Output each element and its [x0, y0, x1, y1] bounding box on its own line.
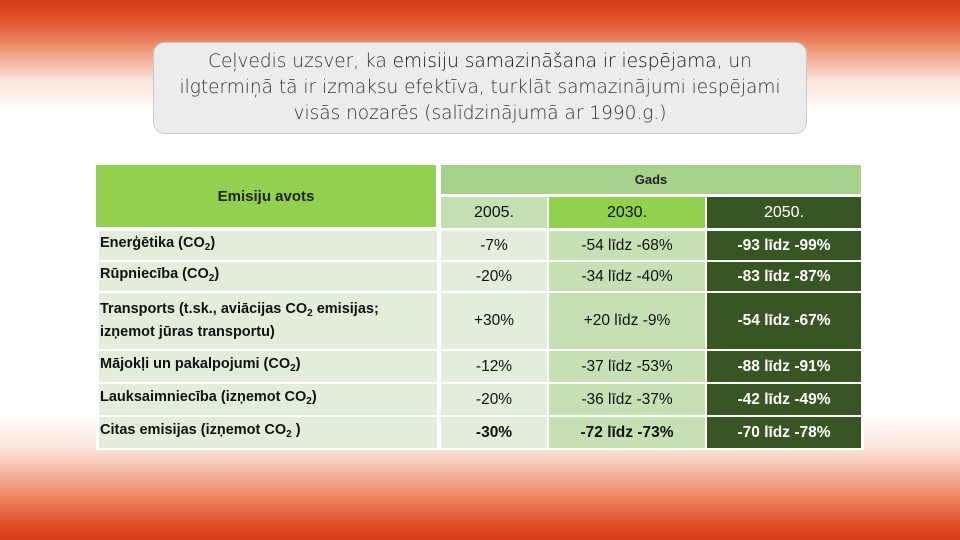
cell-other-2005: -30%	[441, 417, 547, 448]
cell-energy-2050: -93 līdz -99%	[707, 231, 861, 260]
year-2050-header: 2050.	[707, 197, 861, 228]
cell-transport-2005: +30%	[441, 293, 547, 349]
cell-agriculture-2030: -36 līdz -37%	[549, 384, 705, 415]
callout-highlight: emisiju samazināšana ir iespējama	[392, 51, 717, 72]
cell-energy-2030: -54 līdz -68%	[549, 231, 705, 260]
cell-industry-2050: -83 līdz -87%	[707, 262, 861, 291]
cell-housing-2050: -88 līdz -91%	[707, 351, 861, 382]
callout-text-start: Ceļvedis uzsver, ka	[208, 51, 393, 72]
cell-transport-2030: +20 līdz -9%	[549, 293, 705, 349]
cell-housing-2005: -12%	[441, 351, 547, 382]
callout-text-end: , un ilgtermiņā tā ir izmaksu efektīva, …	[179, 51, 781, 124]
year-group-header: Gads	[441, 165, 861, 194]
emissions-table: Emisiju avots Gads 2005. 2030. 2050. Ene…	[96, 165, 864, 450]
cell-agriculture-2005: -20%	[441, 384, 547, 415]
cell-other-2050: -70 līdz -78%	[707, 417, 861, 448]
row-label-agriculture: Lauksaimniecība (izņemot CO2)	[99, 384, 437, 415]
row-label-housing: Mājokļi un pakalpojumi (CO2)	[99, 351, 437, 382]
cell-agriculture-2050: -42 līdz -49%	[707, 384, 861, 415]
cell-energy-2005: -7%	[441, 231, 547, 260]
cell-other-2030: -72 līdz -73%	[549, 417, 705, 448]
cell-housing-2030: -37 līdz -53%	[549, 351, 705, 382]
cell-industry-2030: -34 līdz -40%	[549, 262, 705, 291]
cell-industry-2005: -20%	[441, 262, 547, 291]
row-label-other-emissions: Citas emisijas (izņemot CO2 )	[99, 417, 437, 448]
emission-source-header: Emisiju avots	[96, 165, 436, 227]
year-2030-header: 2030.	[549, 197, 705, 228]
row-label-transport: Transports (t.sk., aviācijas CO2 emisija…	[99, 293, 437, 349]
row-label-energy: Enerģētika (CO2)	[99, 231, 437, 260]
cell-transport-2050: -54 līdz -67%	[707, 293, 861, 349]
summary-callout: Ceļvedis uzsver, ka emisiju samazināšana…	[153, 42, 807, 134]
year-2005-header: 2005.	[441, 197, 547, 228]
row-label-industry: Rūpniecība (CO2)	[99, 262, 437, 291]
